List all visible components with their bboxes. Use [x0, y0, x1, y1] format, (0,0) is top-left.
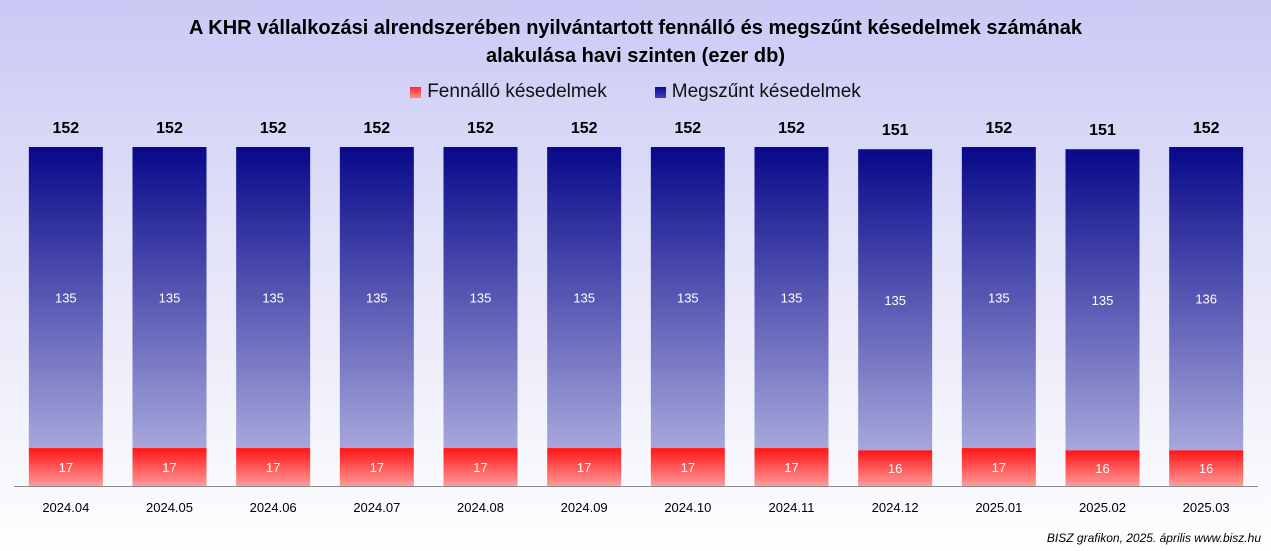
bar-fennallo-2024.07 — [339, 448, 414, 486]
data-label-total-2024.10: 152 — [674, 120, 701, 137]
data-label-megszunt-2024.07: 135 — [366, 291, 388, 306]
data-label-fennallo-2024.06: 17 — [266, 460, 280, 475]
data-label-total-2024.12: 151 — [882, 122, 909, 139]
data-label-total-2025.01: 152 — [985, 120, 1012, 137]
data-label-fennallo-2024.08: 17 — [473, 460, 487, 475]
bar-megszunt-2024.04 — [28, 147, 103, 449]
data-label-total-2024.09: 152 — [571, 120, 598, 137]
data-label-megszunt-2024.09: 135 — [573, 291, 595, 306]
bar-fennallo-2024.08 — [443, 448, 518, 486]
x-tick-label-2024.09: 2024.09 — [561, 500, 608, 515]
bar-megszunt-2025.02 — [1065, 149, 1140, 451]
legend-label-megszunt: Megszűnt késedelmek — [671, 81, 861, 102]
x-tick-label-2024.04: 2024.04 — [42, 500, 89, 515]
bar-fennallo-2025.03 — [1169, 450, 1244, 486]
x-tick-label-2025.01: 2025.01 — [975, 500, 1022, 515]
x-tick-label-2024.07: 2024.07 — [353, 500, 400, 515]
legend-item-fennallo: Fennálló késedelmek — [410, 81, 607, 103]
bar-megszunt-2025.03 — [1169, 147, 1244, 451]
data-label-fennallo-2024.07: 17 — [370, 460, 384, 475]
data-label-megszunt-2025.03: 136 — [1195, 292, 1217, 307]
data-label-megszunt-2025.01: 135 — [988, 291, 1010, 306]
bar-fennallo-2024.06 — [236, 448, 311, 486]
legend-swatch-fennallo — [410, 86, 422, 98]
bar-fennallo-2024.10 — [650, 448, 725, 486]
data-label-fennallo-2024.12: 16 — [888, 461, 902, 476]
x-tick-label-2024.05: 2024.05 — [146, 500, 193, 515]
data-label-fennallo-2024.09: 17 — [577, 460, 591, 475]
data-label-fennallo-2025.02: 16 — [1095, 461, 1109, 476]
bar-megszunt-2024.05 — [132, 147, 207, 449]
data-label-total-2024.06: 152 — [260, 120, 287, 137]
legend-swatch-megszunt — [654, 86, 666, 98]
bar-fennallo-2025.02 — [1065, 450, 1140, 486]
bar-megszunt-2025.01 — [961, 147, 1036, 449]
bar-fennallo-2024.11 — [754, 448, 829, 486]
data-label-fennallo-2024.05: 17 — [162, 460, 176, 475]
chart-title-line-1: A KHR vállalkozási alrendszerében nyilvá… — [189, 17, 1082, 39]
bar-fennallo-2024.12 — [858, 450, 933, 486]
data-label-fennallo-2024.10: 17 — [681, 460, 695, 475]
bar-megszunt-2024.11 — [754, 147, 829, 449]
bar-fennallo-2025.01 — [961, 448, 1036, 486]
chart-title-line-2: alakulása havi szinten (ezer db) — [486, 45, 785, 67]
data-label-fennallo-2025.03: 16 — [1199, 461, 1213, 476]
data-label-total-2024.11: 152 — [778, 120, 805, 137]
bar-megszunt-2024.07 — [339, 147, 414, 449]
x-tick-label-2024.10: 2024.10 — [664, 500, 711, 515]
data-label-megszunt-2024.10: 135 — [677, 291, 699, 306]
x-tick-label-2024.08: 2024.08 — [457, 500, 504, 515]
x-tick-label-2024.06: 2024.06 — [250, 500, 297, 515]
data-label-fennallo-2024.04: 17 — [59, 460, 73, 475]
source-note: BISZ grafikon, 2025. április www.bisz.hu — [1046, 531, 1261, 545]
bar-megszunt-2024.10 — [650, 147, 725, 449]
data-label-megszunt-2024.06: 135 — [262, 291, 284, 306]
data-label-total-2024.05: 152 — [156, 120, 183, 137]
bar-fennallo-2024.04 — [28, 448, 103, 486]
data-label-megszunt-2025.02: 135 — [1092, 293, 1114, 308]
x-tick-label-2025.03: 2025.03 — [1183, 500, 1230, 515]
data-label-total-2024.04: 152 — [52, 120, 79, 137]
data-label-fennallo-2025.01: 17 — [992, 460, 1006, 475]
bar-fennallo-2024.09 — [547, 448, 622, 486]
x-tick-label-2024.11: 2024.11 — [768, 500, 814, 515]
bar-fennallo-2024.05 — [132, 448, 207, 486]
data-label-total-2025.03: 152 — [1193, 120, 1220, 137]
data-label-megszunt-2024.08: 135 — [470, 291, 492, 306]
data-label-megszunt-2024.05: 135 — [159, 291, 181, 306]
legend-label-fennallo: Fennálló késedelmek — [427, 81, 607, 102]
legend: Fennálló késedelmek Megszűnt késedelmek — [0, 81, 1271, 103]
bar-megszunt-2024.12 — [858, 149, 933, 451]
data-label-megszunt-2024.04: 135 — [55, 291, 77, 306]
data-label-megszunt-2024.11: 135 — [781, 291, 803, 306]
x-tick-label-2024.12: 2024.12 — [872, 500, 919, 515]
data-label-total-2025.02: 151 — [1089, 122, 1116, 139]
data-label-total-2024.08: 152 — [467, 120, 494, 137]
x-tick-label-2025.02: 2025.02 — [1079, 500, 1126, 515]
bar-megszunt-2024.06 — [236, 147, 311, 449]
legend-item-megszunt: Megszűnt késedelmek — [654, 81, 861, 103]
bar-megszunt-2024.09 — [547, 147, 622, 449]
data-label-megszunt-2024.12: 135 — [884, 293, 906, 308]
data-label-total-2024.07: 152 — [363, 120, 390, 137]
data-label-fennallo-2024.11: 17 — [784, 460, 798, 475]
bar-megszunt-2024.08 — [443, 147, 518, 449]
chart-title: A KHR vállalkozási alrendszerében nyilvá… — [0, 14, 1271, 70]
